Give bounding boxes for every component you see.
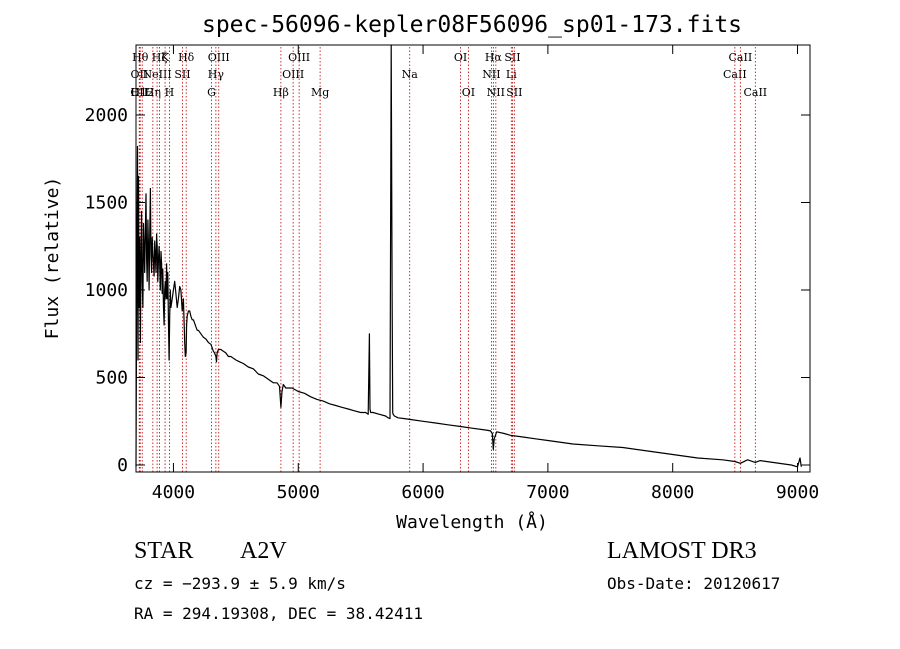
marker-label: Hβ [273, 86, 289, 99]
x-axis-label: Wavelength (Å) [396, 511, 548, 533]
marker-label: Hζ [152, 51, 168, 64]
marker-label: H [165, 86, 175, 99]
x-tick-label: 5000 [277, 482, 320, 503]
y-axis-label: Flux (relative) [42, 177, 63, 340]
y-tick-label: 500 [95, 368, 128, 389]
y-tick-label: 1000 [85, 280, 128, 301]
observation-date: Obs-Date: 20120617 [607, 574, 781, 593]
marker-label: CaII [723, 68, 747, 81]
spectrum-chart: spec-56096-kepler08F56096_sp01-173.fits … [42, 12, 819, 533]
marker-label: NII [487, 86, 505, 99]
marker-label: G [207, 86, 216, 99]
marker-label: Hη [145, 86, 161, 99]
chart-title: spec-56096-kepler08F56096_sp01-173.fits [202, 12, 742, 38]
spectral-subclass: A2V [240, 538, 287, 564]
marker-label: SII [504, 51, 520, 64]
series-line [135, 44, 802, 468]
x-tick-label: 4000 [152, 482, 195, 503]
marker-label: NeIII [143, 68, 172, 81]
marker-label: Na [402, 68, 419, 81]
marker-label: Mg [311, 86, 329, 99]
marker-label: OIII [288, 51, 310, 64]
plot-frame [135, 44, 811, 473]
marker-label: Hδ [178, 51, 195, 64]
marker-label: K [161, 51, 170, 64]
x-tick-label: 8000 [651, 482, 694, 503]
survey-name: LAMOST DR3 [607, 538, 757, 564]
x-tick-label: 6000 [401, 482, 444, 503]
marker-label: OIII [282, 68, 304, 81]
plot-axes: 4000 5000 6000 7000 8000 9000 0 500 1000 1500 2000 [85, 44, 819, 503]
marker-label: Hγ [208, 68, 225, 81]
marker-label: CaII [729, 51, 753, 64]
y-tick-label: 0 [117, 455, 128, 476]
spectrum-series [135, 44, 802, 468]
marker-label: Hθ [132, 51, 149, 64]
marker-label: NII [482, 68, 500, 81]
sky-coordinates: RA = 294.19308, DEC = 38.42411 [134, 604, 423, 623]
marker-label: OI [454, 51, 467, 64]
marker-label: Hα [485, 51, 503, 64]
y-tick-label: 1500 [85, 193, 128, 214]
marker-label: OIII [208, 51, 230, 64]
marker-label: OII [131, 68, 149, 81]
marker-label: Li [506, 68, 517, 81]
marker-label: SII [174, 68, 190, 81]
object-class: STAR [134, 538, 194, 564]
x-tick-label: 9000 [776, 482, 819, 503]
marker-label: SII [506, 86, 522, 99]
redshift-velocity: cz = −293.9 ± 5.9 km/s [134, 574, 346, 593]
x-tick-label: 7000 [526, 482, 569, 503]
y-tick-label: 2000 [85, 105, 128, 126]
marker-label: CaII [743, 86, 767, 99]
spectral-line-markers: OIIOIIHθH12HηNeIIIHζKHSIIHδHγGOIIIHβOIII… [130, 47, 767, 472]
marker-label: OI [462, 86, 475, 99]
